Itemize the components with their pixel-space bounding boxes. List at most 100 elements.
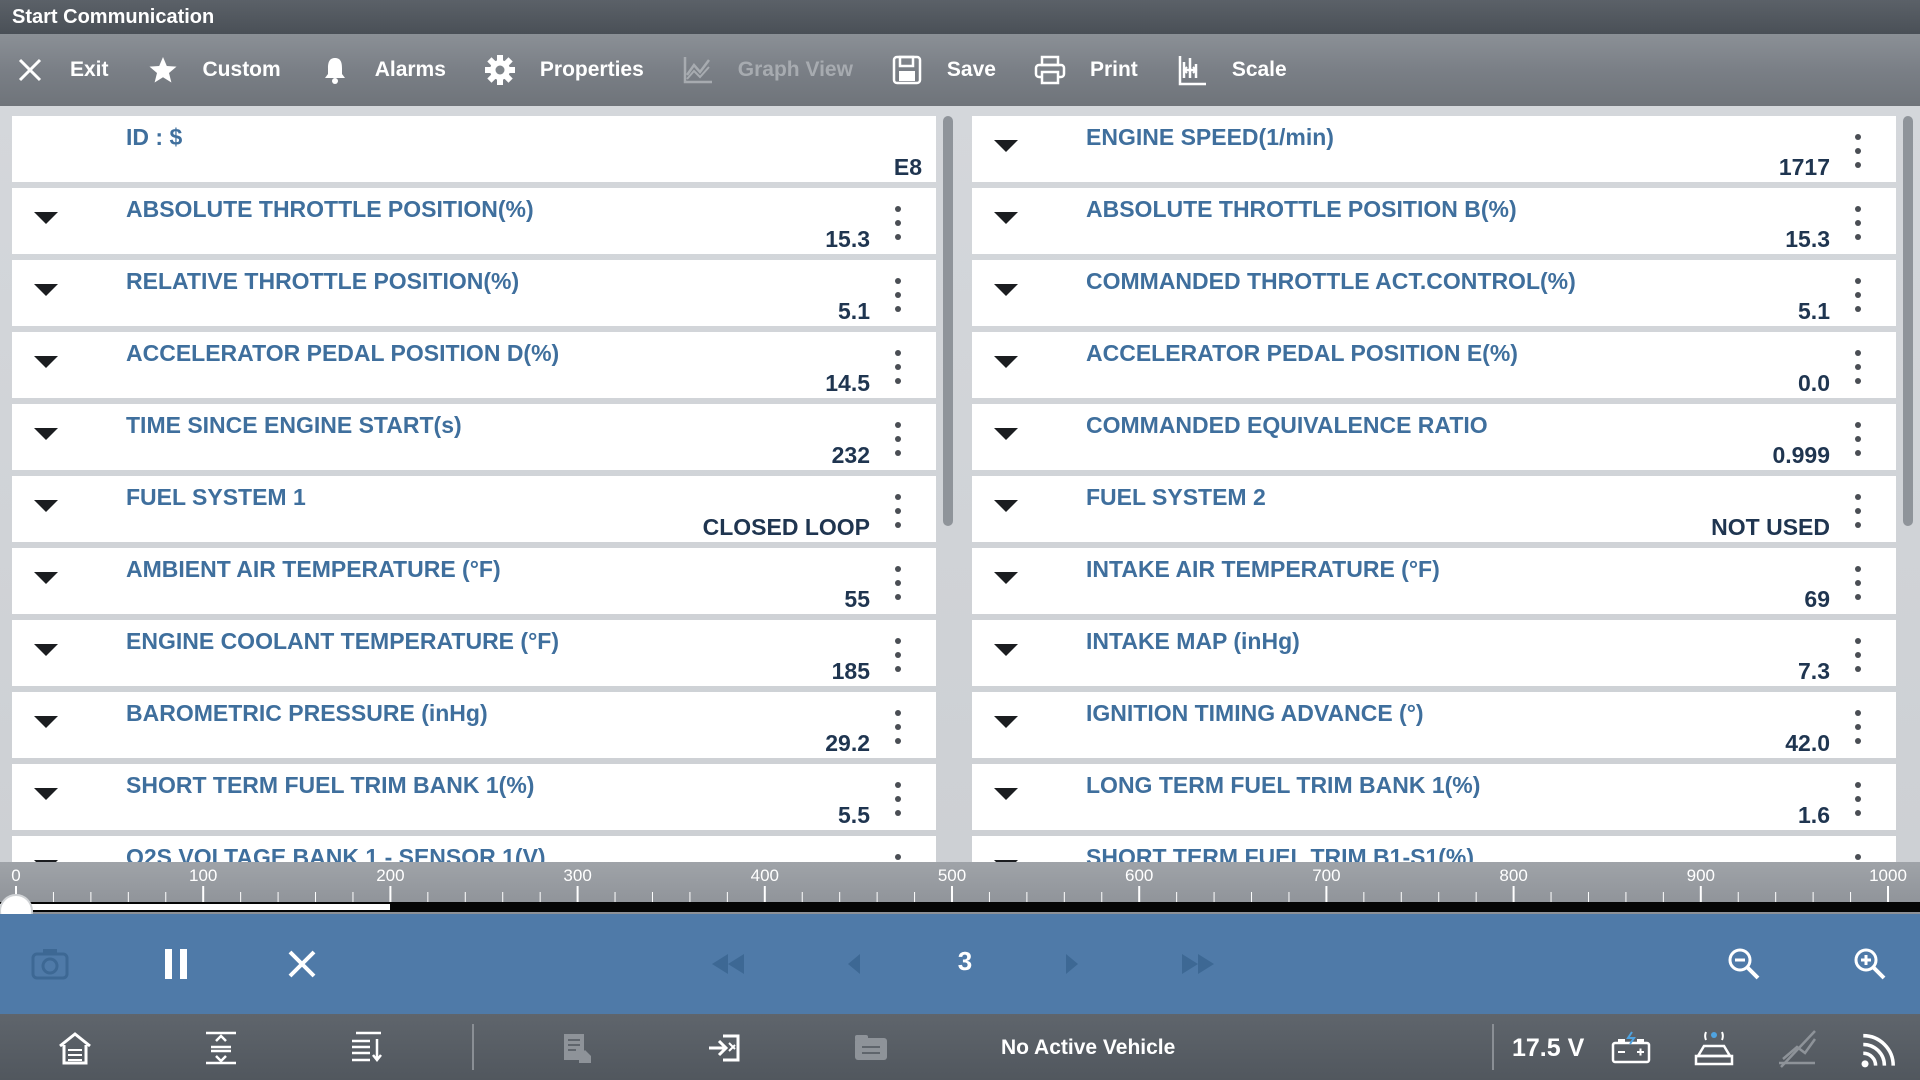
expand-arrow-icon[interactable] [994,572,1018,584]
pid-row[interactable]: INTAKE MAP (inHg) 7.3 [972,620,1896,686]
more-options-icon[interactable] [1854,710,1862,744]
pid-row[interactable]: ENGINE COOLANT TEMPERATURE (°F) 185 [12,620,936,686]
scale-icon [1176,54,1208,86]
pid-value: 69 [1804,586,1830,612]
expand-arrow-icon[interactable] [34,788,58,800]
expand-arrow-icon[interactable] [994,644,1018,656]
vehicle-entry-icon[interactable] [702,1026,746,1070]
zoom-in-icon[interactable] [1846,940,1894,988]
expand-arrow-icon[interactable] [34,860,58,862]
more-options-icon[interactable] [1854,854,1862,862]
expand-arrow-icon[interactable] [994,860,1018,862]
scale-button[interactable]: Scale [1176,34,1287,106]
pid-row[interactable]: ENGINE SPEED(1/min) 1717 [972,116,1896,182]
pid-row[interactable]: ABSOLUTE THROTTLE POSITION B(%) 15.3 [972,188,1896,254]
more-options-icon[interactable] [1854,134,1862,168]
timeline-tick-label: 300 [563,866,592,885]
pid-row[interactable]: FUEL SYSTEM 2 NOT USED [972,476,1896,542]
more-options-icon[interactable] [894,566,902,600]
more-options-icon[interactable] [1854,566,1862,600]
pid-row[interactable]: LONG TERM FUEL TRIM BANK 1(%) 1.6 [972,764,1896,830]
more-options-icon[interactable] [894,494,902,528]
graph-view-button[interactable]: Graph View [682,34,853,106]
pid-row[interactable]: BAROMETRIC PRESSURE (inHg) 29.2 [12,692,936,758]
print-button[interactable]: Print [1034,34,1138,106]
more-options-icon[interactable] [894,350,902,384]
expand-arrow-icon[interactable] [34,356,58,368]
expand-arrow-icon[interactable] [34,572,58,584]
step-forward-icon[interactable] [1048,940,1096,988]
clear-icon[interactable] [278,940,326,988]
folder-icon[interactable] [849,1026,893,1070]
camera-icon[interactable] [26,940,74,988]
pid-name: LONG TERM FUEL TRIM BANK 1(%) [1086,772,1481,798]
more-options-icon[interactable] [894,278,902,312]
pid-value: 5.1 [1798,298,1830,324]
pid-row[interactable]: ID : $ E8 [12,116,936,182]
scrollbar-right[interactable] [1903,116,1913,526]
more-options-icon[interactable] [894,422,902,456]
more-options-icon[interactable] [1854,638,1862,672]
more-options-icon[interactable] [1854,422,1862,456]
pid-row[interactable]: RELATIVE THROTTLE POSITION(%) 5.1 [12,260,936,326]
pause-icon[interactable] [152,940,200,988]
expand-arrow-icon[interactable] [34,716,58,728]
pid-row[interactable]: COMMANDED THROTTLE ACT.CONTROL(%) 5.1 [972,260,1896,326]
expand-arrow-icon[interactable] [994,428,1018,440]
expand-arrow-icon[interactable] [994,284,1018,296]
timeline-tick-label: 100 [189,866,218,885]
timeline-ruler[interactable]: 0 100 200 300 400 500 600 700 800 900 1000 [0,862,1920,928]
scrollbar-left[interactable] [943,116,953,526]
step-back-icon[interactable] [830,940,878,988]
properties-button[interactable]: Properties [484,34,644,106]
more-options-icon[interactable] [1854,278,1862,312]
expand-arrow-icon[interactable] [994,788,1018,800]
rewind-fast-icon[interactable] [704,940,752,988]
expand-arrow-icon[interactable] [994,140,1018,152]
pid-row[interactable]: AMBIENT AIR TEMPERATURE (°F) 55 [12,548,936,614]
pid-row[interactable]: ACCELERATOR PEDAL POSITION E(%) 0.0 [972,332,1896,398]
more-options-icon[interactable] [894,638,902,672]
alarms-label: Alarms [374,58,446,81]
more-options-icon[interactable] [894,206,902,240]
more-options-icon[interactable] [894,782,902,816]
zoom-out-icon[interactable] [1720,940,1768,988]
collapse-rows-icon[interactable] [344,1026,388,1070]
forward-fast-icon[interactable] [1174,940,1222,988]
more-options-icon[interactable] [894,710,902,744]
vehicle-records-icon[interactable] [555,1026,599,1070]
pid-row[interactable]: O2S VOLTAGE BANK 1 - SENSOR 1(V) [12,836,936,862]
pid-row[interactable]: TIME SINCE ENGINE START(s) 232 [12,404,936,470]
pid-row[interactable]: SHORT TERM FUEL TRIM B1-S1(%) [972,836,1896,862]
expand-arrow-icon[interactable] [994,356,1018,368]
pid-row[interactable]: IGNITION TIMING ADVANCE (°) 42.0 [972,692,1896,758]
pid-row[interactable]: ACCELERATOR PEDAL POSITION D(%) 14.5 [12,332,936,398]
custom-button[interactable]: Custom [147,34,281,106]
more-options-icon[interactable] [1854,782,1862,816]
expand-rows-icon[interactable] [199,1026,243,1070]
more-options-icon[interactable] [1854,350,1862,384]
more-options-icon[interactable] [894,854,902,862]
pid-row[interactable]: INTAKE AIR TEMPERATURE (°F) 69 [972,548,1896,614]
save-button[interactable]: Save [891,34,996,106]
expand-arrow-icon[interactable] [994,716,1018,728]
pid-row[interactable]: FUEL SYSTEM 1 CLOSED LOOP [12,476,936,542]
pid-value: 0.999 [1772,442,1830,468]
exit-button[interactable]: Exit [14,34,109,106]
expand-arrow-icon[interactable] [994,500,1018,512]
expand-arrow-icon[interactable] [34,428,58,440]
expand-arrow-icon[interactable] [34,644,58,656]
expand-arrow-icon[interactable] [34,284,58,296]
page-number: 3 [957,946,973,976]
more-options-icon[interactable] [1854,206,1862,240]
pid-row[interactable]: COMMANDED EQUIVALENCE RATIO 0.999 [972,404,1896,470]
pid-row[interactable]: SHORT TERM FUEL TRIM BANK 1(%) 5.5 [12,764,936,830]
expand-arrow-icon[interactable] [34,212,58,224]
alarms-button[interactable]: Alarms [319,34,446,106]
more-options-icon[interactable] [1854,494,1862,528]
home-icon[interactable] [53,1026,97,1070]
timeline-track[interactable] [0,902,1920,912]
expand-arrow-icon[interactable] [994,212,1018,224]
pid-row[interactable]: ABSOLUTE THROTTLE POSITION(%) 15.3 [12,188,936,254]
expand-arrow-icon[interactable] [34,500,58,512]
